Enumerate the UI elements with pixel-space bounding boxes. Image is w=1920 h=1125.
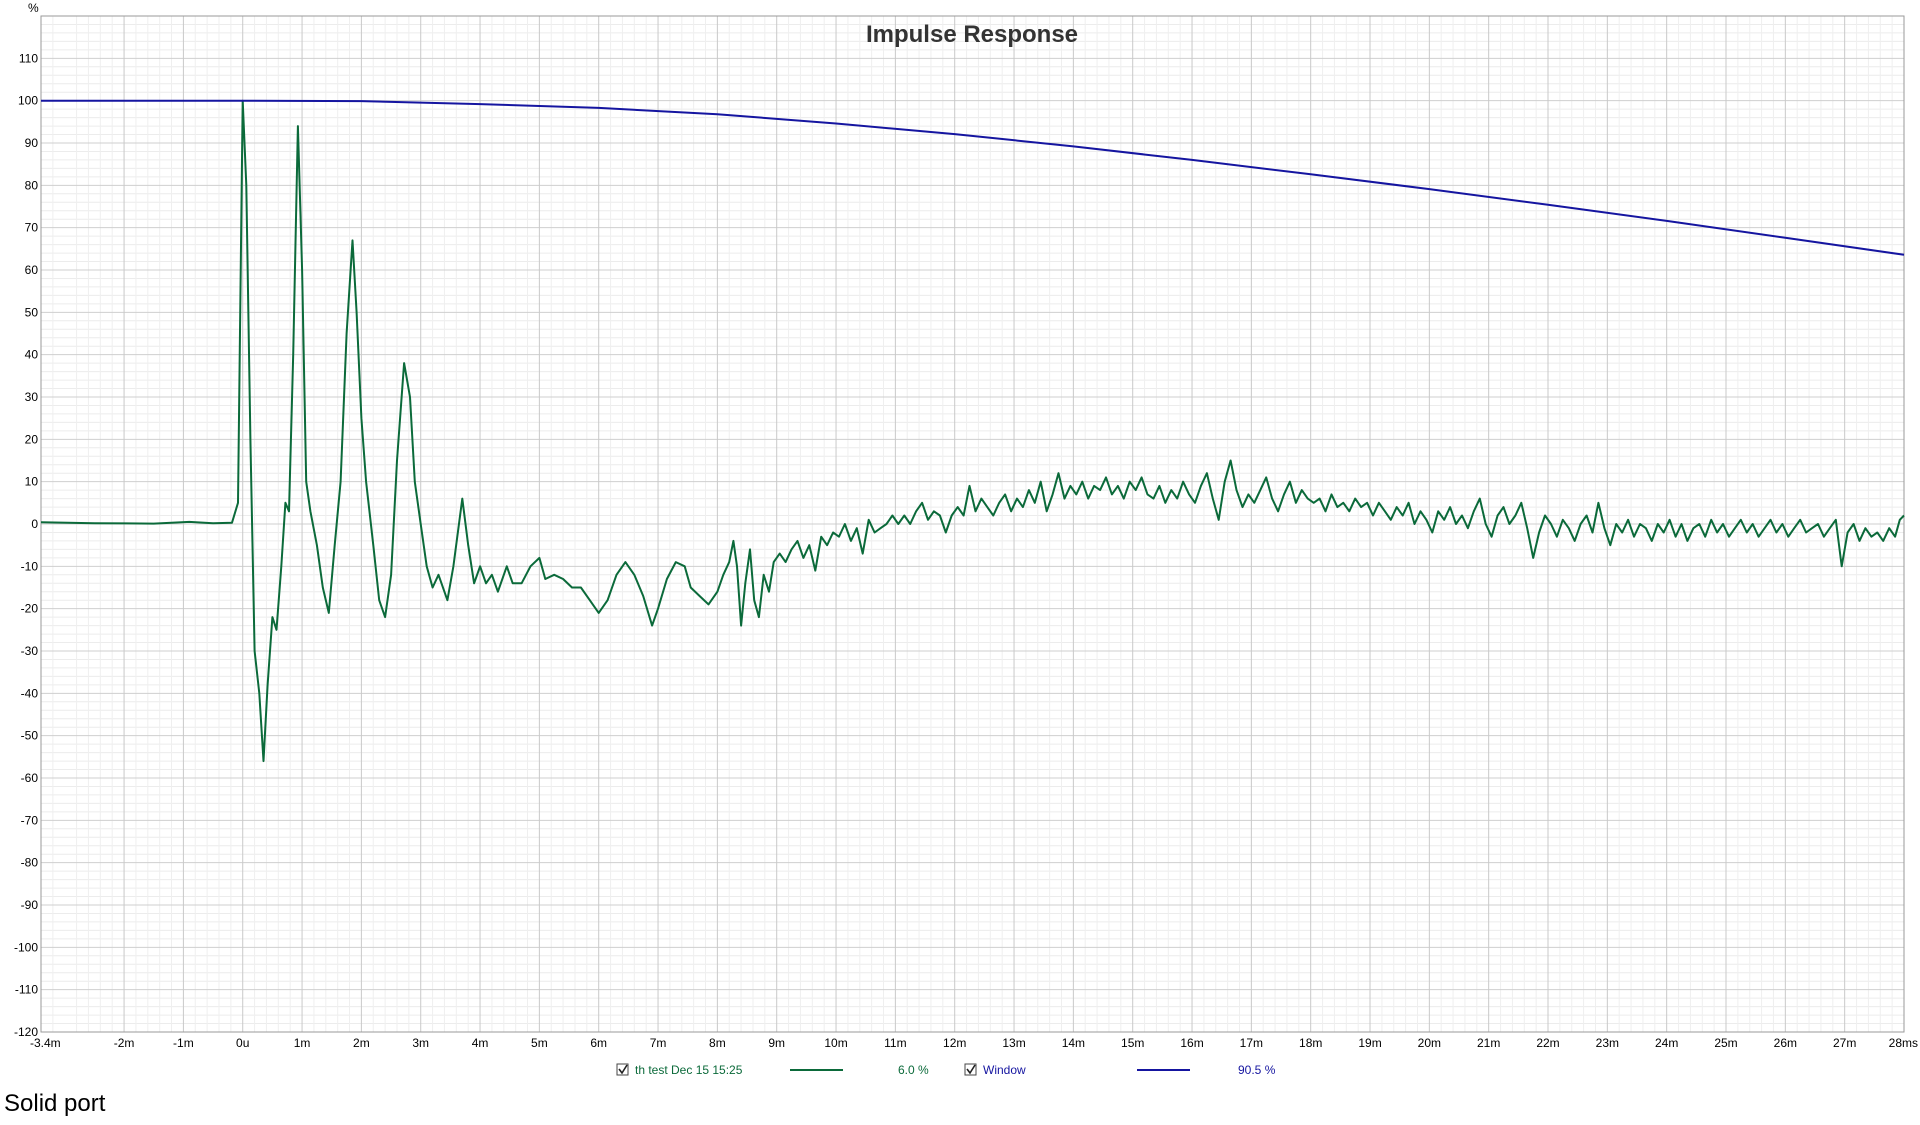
chart-title: Impulse Response — [866, 21, 1078, 48]
y-tick-label: 100 — [18, 94, 38, 108]
legend-checkbox-measurement[interactable] — [616, 1063, 629, 1076]
legend-item-measurement[interactable]: th test Dec 15 15:25 6.0 % — [616, 1063, 929, 1077]
x-tick-label: -2m — [114, 1036, 135, 1050]
y-tick-label: -20 — [21, 602, 39, 616]
x-tick-label: 11m — [884, 1036, 906, 1050]
impulse-response-chart: % 1101009080706050403020100-10-20-30-40-… — [0, 0, 1920, 1090]
x-tick-label: 25m — [1714, 1036, 1737, 1050]
x-tick-label: 4m — [472, 1036, 489, 1050]
x-tick-label: 13m — [1002, 1036, 1025, 1050]
x-tick-label: -1m — [173, 1036, 194, 1050]
legend: th test Dec 15 15:25 6.0 % Window 90.5 % — [616, 1063, 1276, 1077]
legend-label-measurement: th test Dec 15 15:25 — [635, 1063, 743, 1077]
y-tick-label: 10 — [25, 475, 39, 489]
y-tick-label: -100 — [14, 940, 38, 954]
y-tick-label: 40 — [25, 348, 39, 362]
check-icon — [618, 1064, 628, 1075]
plot-frame — [40, 15, 1905, 1033]
x-tick-label: 9m — [768, 1036, 785, 1050]
x-tick-label: 28ms — [1889, 1036, 1918, 1050]
x-tick-label: 2m — [353, 1036, 370, 1050]
x-tick-label: 15m — [1121, 1036, 1144, 1050]
x-tick-label: 20m — [1418, 1036, 1441, 1050]
x-tick-label: -3.4m — [30, 1036, 61, 1050]
x-tick-label: 27m — [1833, 1036, 1856, 1050]
x-tick-label: 16m — [1180, 1036, 1203, 1050]
x-tick-label: 8m — [709, 1036, 726, 1050]
y-tick-label: -120 — [14, 1025, 38, 1039]
check-icon — [966, 1064, 976, 1075]
x-tick-label: 14m — [1062, 1036, 1085, 1050]
x-tick-label: 22m — [1536, 1036, 1559, 1050]
y-unit-label: % — [28, 1, 39, 15]
y-tick-label: -70 — [21, 813, 39, 827]
chart-background — [0, 0, 1920, 1090]
legend-value-measurement: 6.0 % — [898, 1063, 929, 1077]
x-tick-label: 5m — [531, 1036, 548, 1050]
y-tick-label: 20 — [25, 432, 39, 446]
y-tick-label: 30 — [25, 390, 39, 404]
y-tick-label: -50 — [21, 729, 39, 743]
x-tick-label: 3m — [412, 1036, 429, 1050]
y-tick-label: 110 — [19, 51, 38, 65]
grid-lines — [40, 16, 1905, 1033]
series-line-measurement — [40, 99, 1905, 763]
x-tick-label: 24m — [1655, 1036, 1678, 1050]
legend-value-window: 90.5 % — [1238, 1063, 1276, 1077]
x-tick-labels: -3.4m -2m -1m 0u 1m 2m 3m 4m 5m 6m 7m 8m 9m 10m 11m 12m… — [30, 1036, 1918, 1050]
y-tick-label: 0 — [31, 517, 38, 531]
x-tick-label: 7m — [650, 1036, 667, 1050]
y-tick-label: 90 — [25, 136, 39, 150]
series-layer — [40, 99, 1905, 763]
y-tick-label: -30 — [21, 644, 39, 658]
y-tick-labels: 1101009080706050403020100-10-20-30-40-50… — [14, 51, 38, 1039]
x-tick-label: 10m — [824, 1036, 847, 1050]
x-tick-label: 19m — [1358, 1036, 1381, 1050]
x-tick-label: 0u — [236, 1036, 249, 1050]
legend-checkbox-window[interactable] — [964, 1063, 977, 1076]
y-tick-label: -60 — [21, 771, 39, 785]
y-tick-label: 70 — [25, 221, 39, 235]
series-line-window — [41, 99, 1905, 256]
y-tick-label: -40 — [21, 686, 39, 700]
y-tick-label: -90 — [21, 898, 39, 912]
legend-label-window: Window — [983, 1063, 1026, 1077]
legend-item-window[interactable]: Window 90.5 % — [964, 1063, 1276, 1077]
x-tick-label: 26m — [1774, 1036, 1797, 1050]
y-tick-label: -80 — [21, 856, 39, 870]
y-tick-label: -110 — [15, 983, 38, 997]
y-tick-label: 60 — [25, 263, 39, 277]
x-tick-label: 1m — [294, 1036, 311, 1050]
x-tick-label: 21m — [1477, 1036, 1500, 1050]
x-tick-label: 12m — [943, 1036, 966, 1050]
y-tick-label: 80 — [25, 178, 39, 192]
y-tick-label: -10 — [21, 559, 39, 573]
y-tick-label: 50 — [25, 305, 39, 319]
x-tick-label: 17m — [1240, 1036, 1263, 1050]
x-tick-label: 18m — [1299, 1036, 1322, 1050]
x-tick-label: 23m — [1596, 1036, 1619, 1050]
x-tick-label: 6m — [590, 1036, 607, 1050]
caption: Solid port — [4, 1090, 106, 1117]
